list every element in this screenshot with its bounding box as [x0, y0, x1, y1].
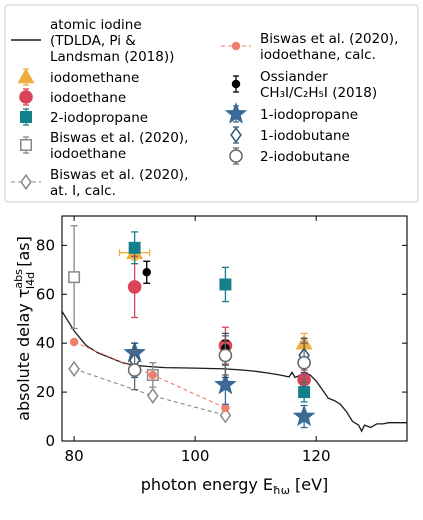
- legend-label: Biswas et al. (2020),: [260, 31, 398, 47]
- y-tick-label: 40: [36, 334, 55, 352]
- legend-label: (TDLDA, Pi &: [50, 33, 136, 49]
- legend-label: 1-iodobutane: [260, 128, 350, 144]
- series-10: [127, 335, 311, 391]
- data-point: [146, 387, 159, 404]
- legend-entry-9: 1-iodobutane: [230, 126, 350, 144]
- data-point: [68, 360, 80, 377]
- data-point: [69, 337, 79, 347]
- series-7: [142, 260, 230, 357]
- legend-box: [4, 4, 419, 203]
- legend-entry-2: iodoethane: [19, 88, 126, 106]
- legend-label: Landsman (2018)): [50, 49, 174, 65]
- x-tick-label: 100: [181, 447, 210, 465]
- y-tick-label: 60: [36, 285, 55, 303]
- data-point: [142, 268, 151, 277]
- legend-entry-0: atomic iodine(TDLDA, Pi &Landsman (2018)…: [11, 17, 174, 65]
- data-point: [221, 403, 230, 413]
- data-point: [68, 271, 81, 284]
- y-tick-label: 0: [45, 432, 55, 450]
- legend-entry-3: 2-iodopropane: [20, 108, 148, 126]
- data-point: [148, 370, 158, 380]
- legend-label: Biswas et al. (2020),: [50, 167, 188, 183]
- legend: atomic iodine(TDLDA, Pi &Landsman (2018)…: [4, 4, 419, 203]
- legend-label: at. I, calc.: [50, 183, 116, 199]
- data-point: [297, 355, 311, 370]
- legend-label: 1-iodopropane: [260, 107, 358, 123]
- data-point: [292, 404, 316, 427]
- series-6: [69, 337, 230, 413]
- legend-label: Biswas et al. (2020),: [50, 130, 188, 146]
- y-tick-label: 20: [36, 383, 55, 401]
- legend-label: atomic iodine: [50, 17, 142, 33]
- legend-label: iodoethane: [50, 146, 126, 162]
- legend-marker: [231, 79, 241, 89]
- series-4: [68, 225, 159, 388]
- legend-marker: [231, 41, 241, 51]
- data-point: [298, 386, 311, 399]
- data-point: [219, 278, 232, 291]
- data-point: [219, 407, 232, 424]
- data-point: [127, 280, 142, 294]
- legend-label: iodomethane: [50, 70, 139, 86]
- axes-frame: [61, 215, 408, 442]
- axes: 80 100 120 0 20 40 60 80 photon energy Eħω [eV] a…: [12, 215, 408, 497]
- legend-marker: [19, 90, 33, 104]
- data-point: [218, 348, 233, 363]
- legend-label: CH₃I/C₂H₅I (2018): [260, 85, 377, 101]
- x-axis-label: photon energy Eħω [eV]: [141, 475, 329, 497]
- legend-marker: [224, 102, 248, 124]
- legend-entry-4: Biswas et al. (2020),iodoethane: [20, 130, 188, 162]
- series-0: [62, 311, 407, 433]
- x-tick-label: 80: [65, 447, 84, 465]
- legend-entry-1: iodomethane: [17, 68, 139, 86]
- x-tick-label: 120: [302, 447, 331, 465]
- legend-entry-6: Biswas et al. (2020),iodoethane, calc.: [221, 31, 398, 63]
- legend-label: 2-iodopropane: [50, 110, 148, 126]
- legend-label: 2-iodobutane: [260, 149, 350, 165]
- data-point: [127, 363, 142, 377]
- y-axis-label: absolute delay τabsI4d [as]: [12, 236, 37, 421]
- series-3: [128, 231, 311, 403]
- legend-marker: [20, 111, 32, 123]
- series-line: [73, 368, 226, 416]
- legend-marker: [20, 139, 32, 151]
- series-line: [62, 311, 407, 433]
- legend-marker: [230, 126, 242, 144]
- legend-marker: [17, 68, 35, 84]
- y-tick-label: 80: [36, 236, 55, 254]
- legend-label: Ossiander: [260, 69, 328, 85]
- plot-area: [62, 225, 407, 433]
- legend-marker: [20, 173, 32, 191]
- legend-label: iodoethane: [50, 90, 126, 106]
- data-point: [214, 372, 237, 395]
- data-point: [128, 241, 141, 254]
- legend-entry-8: 1-iodopropane: [224, 102, 358, 124]
- legend-marker: [229, 149, 243, 163]
- legend-entry-5: Biswas et al. (2020),at. I, calc.: [11, 167, 188, 199]
- series-5: [68, 360, 232, 424]
- legend-entry-10: 2-iodobutane: [229, 147, 350, 165]
- legend-label: iodoethane, calc.: [260, 47, 376, 63]
